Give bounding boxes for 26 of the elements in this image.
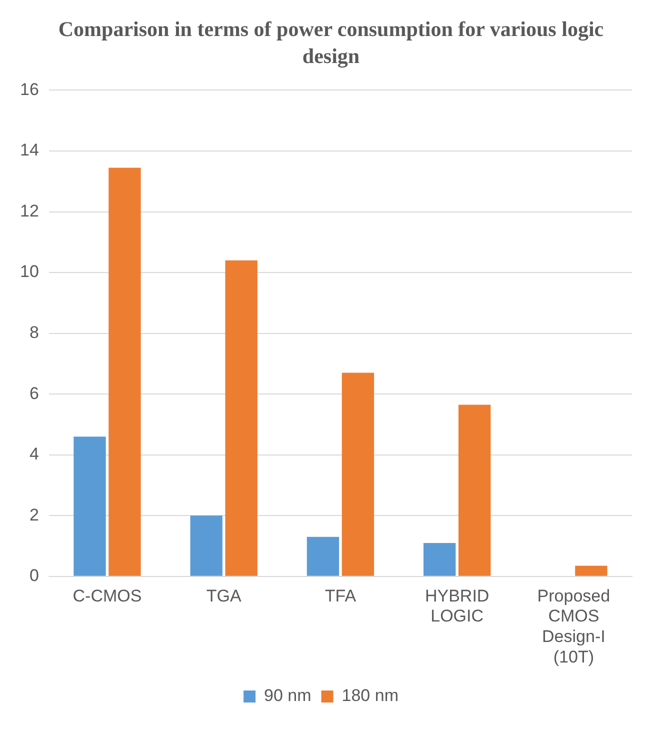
bar — [190, 516, 222, 576]
legend-label: 90 nm — [264, 686, 312, 706]
y-tick-label: 12 — [20, 201, 39, 220]
x-tick-label: HYBRID LOGIC — [424, 586, 490, 626]
bar — [306, 536, 340, 576]
y-tick-label: 10 — [20, 262, 39, 282]
chart-title: Comparison in terms of power consumption for various logic design — [57, 16, 605, 70]
y-tick-label: 16 — [20, 80, 39, 99]
y-tick-label: 8 — [29, 322, 39, 342]
bar — [575, 566, 608, 576]
bar — [458, 404, 491, 576]
x-tick-label: TFA — [324, 586, 357, 606]
bar — [423, 542, 456, 576]
legend-label: 180 nm — [342, 686, 398, 706]
y-tick-label: 6 — [29, 384, 39, 403]
y-tick-label: 0 — [29, 566, 39, 586]
bar — [74, 436, 106, 576]
y-tick-label: 4 — [29, 444, 39, 464]
bar — [225, 260, 258, 576]
bar — [108, 168, 141, 576]
x-tick-label: C-CMOS — [72, 586, 142, 606]
y-tick-label: 14 — [20, 140, 39, 160]
y-tick-label: 2 — [29, 505, 39, 524]
x-tick-label: TGA — [206, 586, 242, 606]
x-tick-label: Proposed CMOS Design-I (10T) — [537, 586, 610, 666]
bar — [342, 372, 374, 576]
